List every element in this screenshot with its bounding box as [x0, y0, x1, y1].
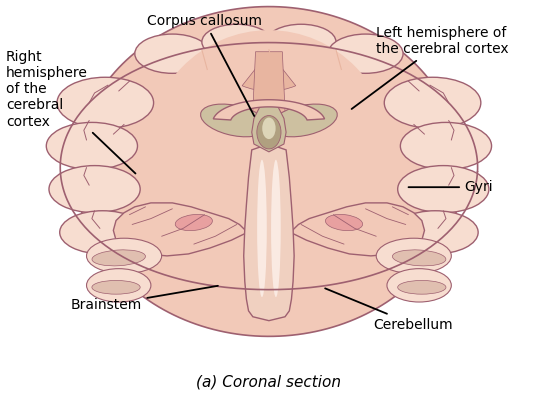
Ellipse shape [325, 214, 363, 230]
Ellipse shape [398, 281, 446, 294]
Ellipse shape [392, 211, 478, 254]
Text: Brainstem: Brainstem [70, 286, 218, 312]
Wedge shape [242, 52, 296, 91]
Ellipse shape [60, 211, 146, 254]
Ellipse shape [376, 238, 452, 273]
Text: (a) Coronal section: (a) Coronal section [196, 374, 342, 389]
Ellipse shape [86, 238, 162, 273]
Polygon shape [213, 100, 325, 120]
Ellipse shape [49, 165, 140, 213]
Polygon shape [252, 52, 286, 138]
Ellipse shape [92, 281, 140, 294]
Ellipse shape [257, 115, 281, 149]
Polygon shape [76, 7, 462, 336]
Ellipse shape [257, 160, 267, 297]
Ellipse shape [175, 214, 212, 230]
Text: Left hemisphere of
the cerebral cortex: Left hemisphere of the cerebral cortex [351, 26, 509, 109]
Ellipse shape [387, 269, 452, 302]
Ellipse shape [57, 77, 153, 128]
Polygon shape [113, 203, 248, 256]
Ellipse shape [398, 165, 489, 213]
Ellipse shape [266, 24, 336, 59]
Text: Cerebellum: Cerebellum [325, 288, 453, 332]
Ellipse shape [262, 117, 276, 139]
Ellipse shape [400, 123, 492, 169]
Text: Gyri: Gyri [409, 180, 493, 194]
Text: Corpus callosum: Corpus callosum [147, 15, 262, 116]
Ellipse shape [271, 160, 281, 297]
Ellipse shape [92, 250, 145, 266]
Ellipse shape [46, 123, 138, 169]
Polygon shape [244, 144, 294, 321]
Polygon shape [290, 203, 424, 256]
Ellipse shape [201, 104, 268, 137]
Text: Right
hemisphere
of the
cerebral
cortex: Right hemisphere of the cerebral cortex [6, 50, 135, 173]
Ellipse shape [328, 34, 403, 73]
Ellipse shape [270, 104, 337, 137]
Ellipse shape [384, 77, 481, 128]
Polygon shape [252, 105, 286, 152]
Ellipse shape [392, 250, 446, 266]
Ellipse shape [202, 24, 271, 59]
Ellipse shape [135, 34, 210, 73]
Ellipse shape [146, 30, 392, 285]
Ellipse shape [86, 269, 151, 302]
